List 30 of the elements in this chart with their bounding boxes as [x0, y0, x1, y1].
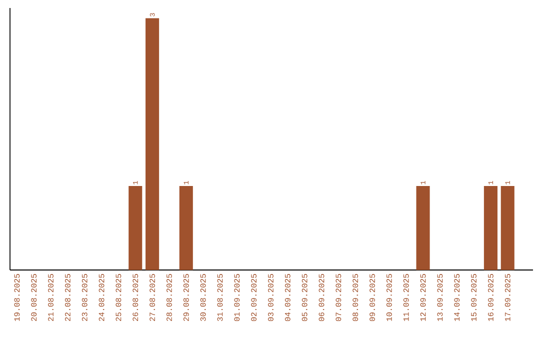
x-tick-label: 26.08.2025 [132, 274, 138, 321]
x-tick-label: 14.09.2025 [454, 274, 460, 321]
x-tick-label: 10.09.2025 [386, 274, 392, 321]
x-tick-label: 25.08.2025 [116, 274, 122, 321]
x-tick-label: 03.09.2025 [268, 274, 274, 322]
x-tick-label: 13.09.2025 [437, 274, 443, 321]
x-tick-label: 07.09.2025 [336, 274, 342, 322]
x-tick-label: 27.08.2025 [150, 274, 156, 321]
x-tick-label: 24.08.2025 [98, 274, 104, 321]
x-tick-label: 16.09.2025 [488, 274, 494, 321]
x-tick-label: 17.09.2025 [504, 274, 510, 321]
x-tick-label: 04.09.2025 [284, 274, 290, 322]
x-tick-label: 01.09.2025 [234, 274, 240, 322]
x-tick-label: 06.09.2025 [318, 274, 324, 322]
x-tick-label: 05.09.2025 [302, 274, 308, 322]
x-tick-label: 08.09.2025 [352, 274, 358, 322]
x-tick-label: 22.08.2025 [64, 274, 70, 321]
x-tick-label: 20.08.2025 [31, 274, 37, 321]
x-tick-label: 11.09.2025 [403, 274, 409, 321]
x-tick-label: 31.08.2025 [217, 274, 223, 322]
x-tick-label: 30.08.2025 [200, 274, 206, 322]
x-tick-label: 23.08.2025 [82, 274, 88, 321]
x-tick-label: 28.08.2025 [166, 274, 172, 321]
x-tick-label: 09.09.2025 [370, 274, 375, 322]
x-tick-label: 02.09.2025 [251, 274, 257, 322]
x-tick-label: 21.08.2025 [48, 274, 54, 321]
x-tick-label: 29.08.2025 [183, 274, 189, 321]
x-tick-label: 19.08.2025 [14, 274, 20, 321]
x-tick-label: 12.09.2025 [420, 274, 426, 321]
x-tick-label: 15.09.2025 [471, 274, 477, 321]
